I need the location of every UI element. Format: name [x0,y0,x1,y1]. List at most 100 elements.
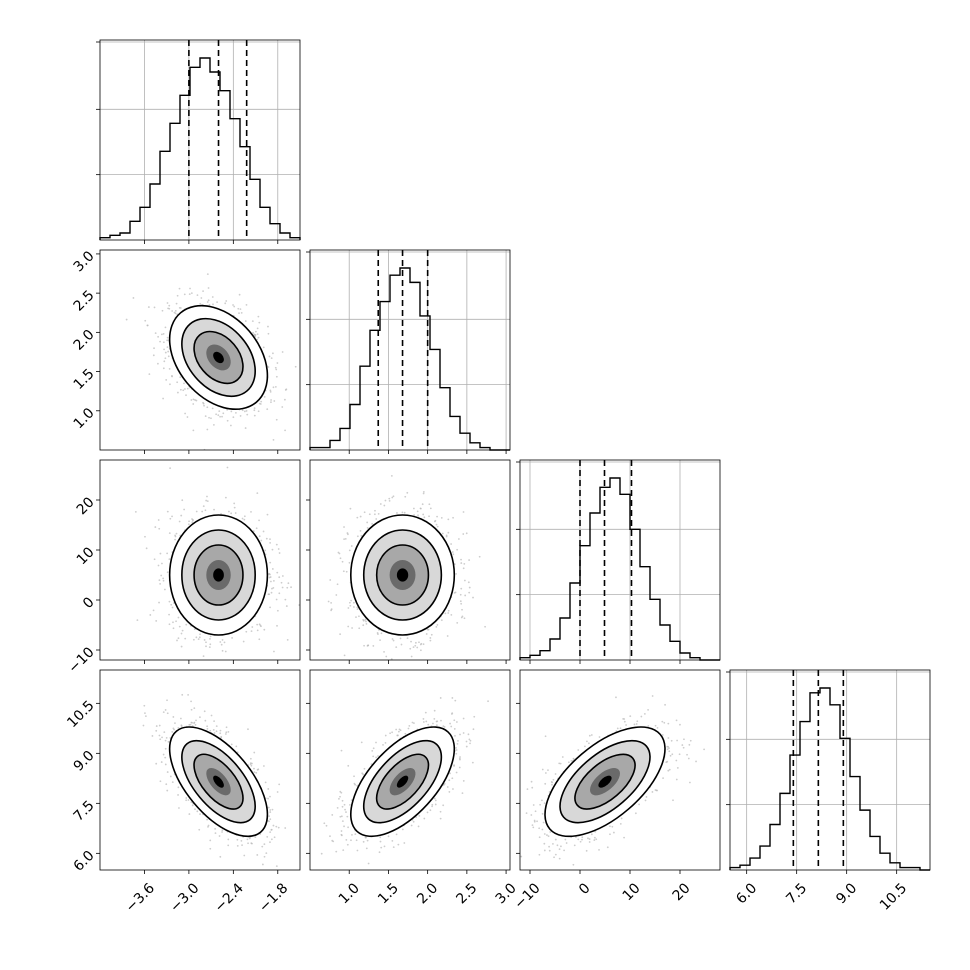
sample-point [176,639,178,642]
sample-point [269,841,271,844]
sample-point [194,808,196,811]
sample-point [275,368,278,371]
sample-point [160,574,163,577]
sample-point [294,365,297,368]
sample-point [468,586,471,589]
sample-point [284,827,287,829]
sample-point [462,533,465,535]
sample-point [276,362,279,364]
sample-point [406,637,409,640]
sample-point [422,492,425,495]
sample-point [450,543,452,545]
sample-point [447,531,450,534]
sample-point [447,612,450,614]
sample-point [154,332,157,335]
sample-point [159,340,161,343]
sample-point [171,515,173,518]
sample-point [232,304,234,306]
sample-point [157,362,159,365]
sample-point [327,600,330,603]
sample-point [266,835,269,838]
sample-point [467,581,470,584]
sample-point [204,509,207,512]
sample-point [237,307,240,310]
sample-point [258,321,261,324]
sample-point [281,406,284,408]
sample-point [268,593,271,596]
sample-point [231,637,233,639]
sample-point [251,762,253,765]
y-tick-label: 2.0 [71,327,98,354]
sample-point [392,495,395,498]
sample-point [429,507,432,510]
sample-point [166,346,169,349]
sample-point [158,724,161,727]
sample-point [222,412,225,415]
sample-point [253,333,256,336]
sample-point [190,399,193,401]
sample-point [210,417,212,420]
density-core [213,351,224,364]
sample-point [250,510,252,513]
sample-point [193,722,195,725]
sample-point [260,400,263,403]
sample-point [209,847,212,850]
sample-point [428,515,430,518]
sample-point [373,513,376,516]
sample-point [174,538,176,541]
sample-point [348,601,351,604]
sample-point [192,638,195,641]
histogram-steps-3 [729,687,930,871]
sample-point [242,640,245,643]
sample-point [262,346,265,349]
sample-point [253,414,256,417]
sample-point [204,719,207,722]
sample-point [169,467,172,469]
sample-point [368,513,371,516]
sample-point [245,303,248,306]
sample-point [158,527,161,530]
sample-point [157,519,160,521]
sample-point [347,625,350,628]
sample-point [440,619,443,622]
density-frame [99,459,301,661]
sample-point [407,662,409,664]
sample-point [460,602,463,605]
density-contour-2 [375,544,430,606]
sample-point [168,600,171,603]
sample-point [235,745,238,748]
sample-point [359,529,362,532]
histogram-frame-1 [309,249,511,451]
sample-point [203,710,206,713]
sample-point [202,401,204,404]
sample-point [176,391,179,394]
sample-point [258,402,261,405]
sample-point [181,629,184,632]
sample-point [178,306,181,309]
sample-point [367,644,369,647]
sample-point [272,386,275,389]
sample-point [204,415,207,418]
sample-point [194,723,197,726]
sample-point [225,731,228,734]
sample-point [410,640,412,643]
sample-point [462,511,465,513]
density-frame [309,459,511,661]
sample-point [419,643,422,646]
sample-point [208,646,211,649]
sample-point [164,351,167,354]
sample-point [275,375,278,378]
sample-point [266,513,269,516]
sample-point [221,829,224,832]
sample-point [278,592,281,595]
sample-point [213,720,215,723]
sample-point [177,786,180,789]
sample-point [267,332,270,335]
sample-point [416,510,419,513]
sample-point [462,567,465,570]
sample-point [215,413,218,416]
density-contour-1 [181,317,256,398]
sample-point [403,511,406,514]
sample-point [461,608,463,611]
sample-point [169,517,172,520]
